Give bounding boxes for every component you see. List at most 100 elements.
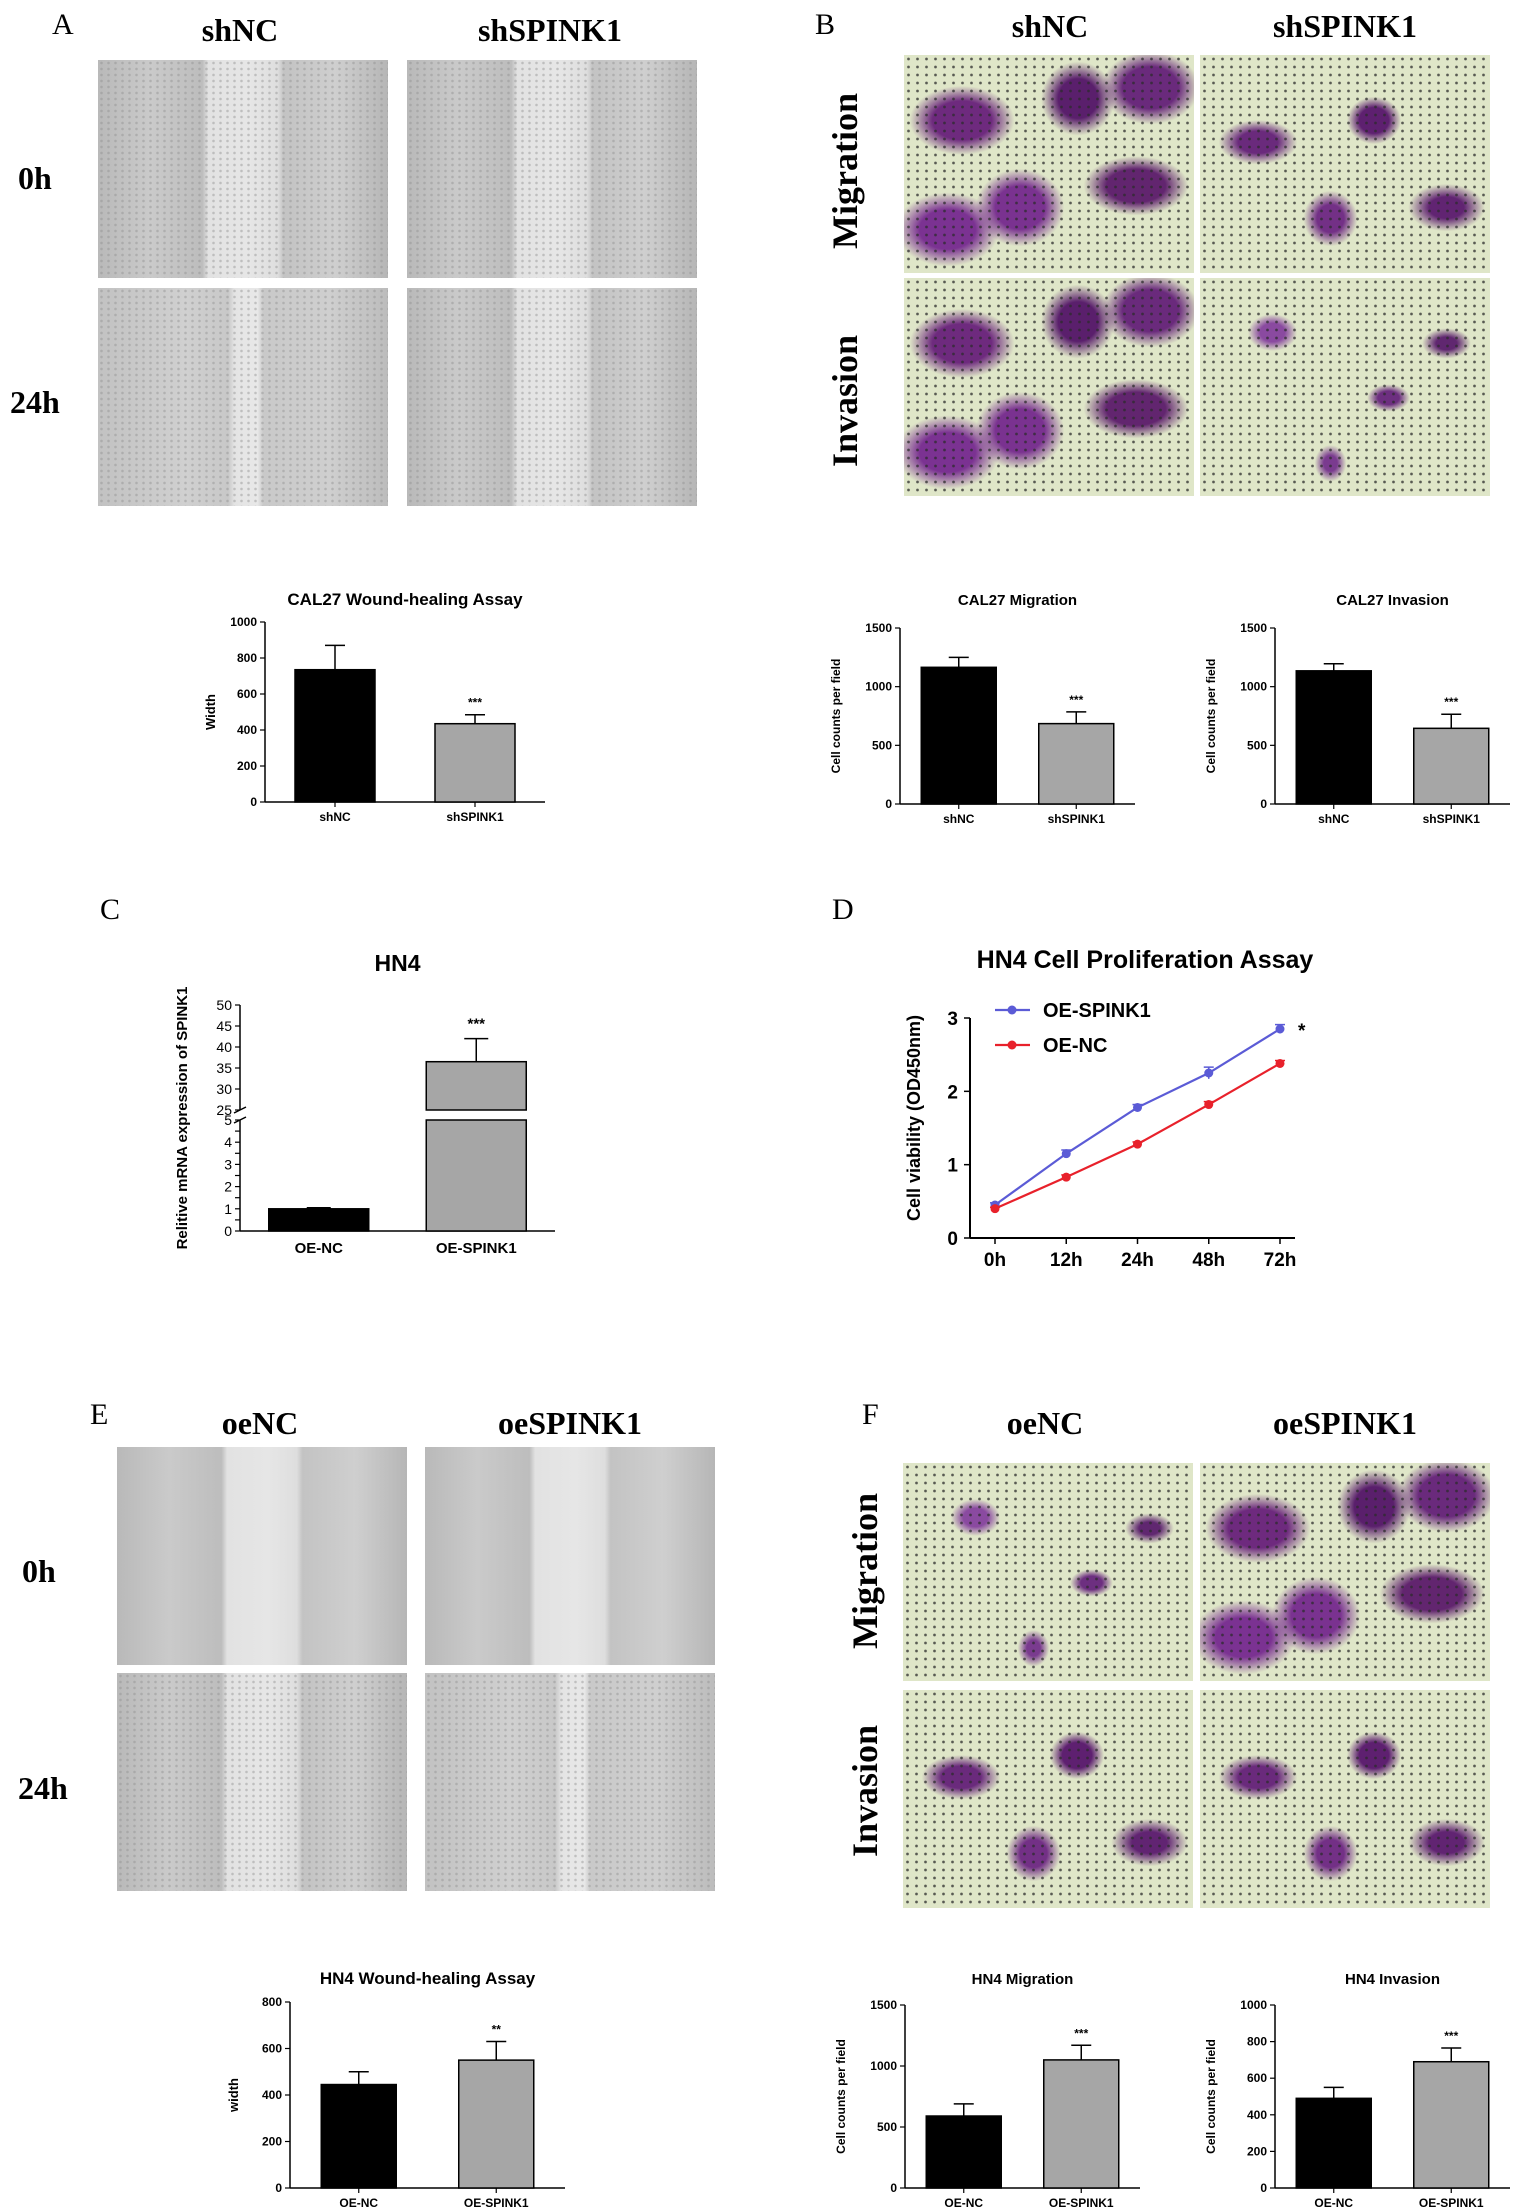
- y-tick-label: 1500: [865, 621, 892, 635]
- series-line-oe-spink1: [994, 1028, 1281, 1206]
- panel-a-row-0h: 0h: [18, 160, 52, 196]
- y-tick-label: 500: [872, 738, 892, 752]
- bar-shspink1: [1038, 722, 1115, 805]
- y-tick-label: 600: [1247, 2071, 1267, 2085]
- y-axis-label: Cell counts per field: [1204, 659, 1218, 774]
- data-point: [1133, 1139, 1142, 1149]
- wound-image-oenc-0h: [117, 1447, 407, 1665]
- y-tick-label: 0: [250, 795, 257, 809]
- y-tick-label: 400: [237, 723, 257, 737]
- transwell-image-shspink1-migration: [1200, 55, 1490, 273]
- significance-label: ***: [1069, 693, 1083, 707]
- significance-label: *: [1298, 1021, 1306, 1042]
- panel-b-col-shnc: shNC: [1011, 8, 1089, 44]
- bar-oe-spink1: [1413, 2060, 1490, 2189]
- y-axis-label: Cell counts per field: [1204, 2039, 1218, 2154]
- chart-title: HN4 Wound-healing Assay: [320, 1969, 536, 1988]
- legend-label: OE-SPINK1: [1043, 1000, 1151, 1022]
- transwell-image-oenc-invasion: [903, 1690, 1193, 1908]
- y-tick-label: 800: [1247, 2035, 1267, 2049]
- y-tick-label: 25: [216, 1102, 232, 1118]
- significance-label: ***: [1074, 2026, 1088, 2040]
- y-tick-label: 200: [1247, 2144, 1267, 2158]
- y-tick-label: 5: [224, 1112, 232, 1128]
- panel-b-col-shspink1: shSPINK1: [1272, 8, 1418, 44]
- chart-hn4-wound-healing: HN4 Wound-healing Assay width 0 200 400 600 80…: [226, 1969, 565, 2210]
- y-tick-label: 200: [237, 759, 257, 773]
- y-tick-label: 500: [1247, 738, 1267, 752]
- x-tick-label: shNC: [1318, 812, 1350, 826]
- x-tick-label: OE-SPINK1: [1419, 2196, 1484, 2210]
- bar-oe-spink1-upper: [425, 1060, 527, 1111]
- bar-oe-nc: [268, 1208, 370, 1232]
- y-tick-label: 1: [947, 1156, 958, 1177]
- y-tick-label: 800: [237, 651, 257, 665]
- y-tick-label: 1500: [1240, 621, 1267, 635]
- data-point: [1204, 1100, 1214, 1110]
- x-tick-label: OE-NC: [1314, 2196, 1353, 2210]
- x-tick-label: 12h: [1050, 1250, 1083, 1271]
- y-tick-label: 35: [216, 1060, 232, 1076]
- panel-f-row-invasion: Invasion: [845, 1724, 885, 1858]
- chart-title: HN4 Cell Proliferation Assay: [977, 946, 1314, 974]
- y-tick-label: 2: [224, 1179, 232, 1195]
- x-tick-label: 72h: [1264, 1250, 1297, 1271]
- wound-image-oenc-24h: [117, 1673, 407, 1891]
- data-point: [1061, 1172, 1071, 1182]
- wound-image-oespink1-24h: [425, 1673, 715, 1891]
- x-tick-label: 24h: [1121, 1250, 1154, 1271]
- series-line-oe-nc: [994, 1062, 1281, 1210]
- bar-oe-spink1: [458, 2059, 535, 2189]
- bar-shnc: [920, 666, 997, 805]
- panel-b-row-invasion: Invasion: [825, 334, 865, 468]
- data-point: [1133, 1102, 1142, 1112]
- x-tick-label: shSPINK1: [446, 810, 504, 824]
- x-tick-label: OE-NC: [295, 1240, 344, 1257]
- panel-a-col-shspink1: shSPINK1: [477, 12, 623, 48]
- panel-a-row-24h: 24h: [10, 384, 60, 420]
- y-axis-label: Width: [203, 694, 218, 730]
- x-tick-label: 48h: [1192, 1250, 1225, 1271]
- y-tick-label: 30: [216, 1081, 232, 1097]
- panel-e-col-oespink1: oeSPINK1: [498, 1405, 642, 1441]
- chart-hn4-proliferation: HN4 Cell Proliferation Assay Cell viabili…: [904, 946, 1314, 1271]
- y-tick-label: 1500: [870, 1998, 897, 2012]
- y-tick-label: 45: [216, 1018, 232, 1034]
- panel-e-col-oenc: oeNC: [221, 1405, 299, 1441]
- y-axis-label: Cell counts per field: [834, 2039, 848, 2154]
- y-tick-label: 600: [237, 687, 257, 701]
- bar-oe-nc: [1295, 2097, 1372, 2189]
- y-axis-label: Cell counts per field: [829, 659, 843, 774]
- chart-cal27-wound-healing: CAL27 Wound-healing Assay Width 0 200 400 600…: [203, 590, 545, 824]
- bar-shnc: [294, 668, 376, 803]
- panel-f-row-migration: Migration: [845, 1493, 885, 1649]
- wound-image-shnc-24h: [98, 288, 388, 506]
- panel-e-row-24h: 24h: [18, 1770, 68, 1806]
- bar-oe-nc: [320, 2083, 397, 2189]
- bar-shspink1: [434, 722, 516, 803]
- panel-f-col-oespink1: oeSPINK1: [1273, 1405, 1417, 1441]
- significance-label: ***: [468, 696, 482, 710]
- y-tick-label: 2: [947, 1082, 958, 1103]
- data-point: [1061, 1149, 1071, 1159]
- wound-image-shspink1-0h: [407, 60, 697, 278]
- y-tick-label: 40: [216, 1039, 232, 1055]
- x-tick-label: shSPINK1: [1048, 812, 1106, 826]
- y-tick-label: 200: [262, 2135, 282, 2149]
- data-point: [1275, 1024, 1285, 1034]
- y-tick-label: 0: [224, 1223, 232, 1239]
- panel-letter-d: D: [832, 893, 854, 926]
- chart-cal27-invasion: CAL27 Invasion Cell counts per field 0 500 1…: [1204, 592, 1510, 826]
- panel-letter-c: C: [100, 893, 121, 926]
- significance-label: **: [492, 2023, 502, 2037]
- panel-e-row-0h: 0h: [22, 1553, 56, 1589]
- chart-title: HN4: [374, 950, 420, 976]
- panel-letter-e: E: [90, 1398, 109, 1431]
- y-tick-label: 0: [890, 2181, 897, 2195]
- x-tick-label: OE-NC: [944, 2196, 983, 2210]
- bar-oe-nc: [925, 2115, 1002, 2189]
- wound-image-oespink1-0h: [425, 1447, 715, 1665]
- y-tick-label: 1000: [1240, 680, 1267, 694]
- bar-shspink1: [1413, 727, 1490, 805]
